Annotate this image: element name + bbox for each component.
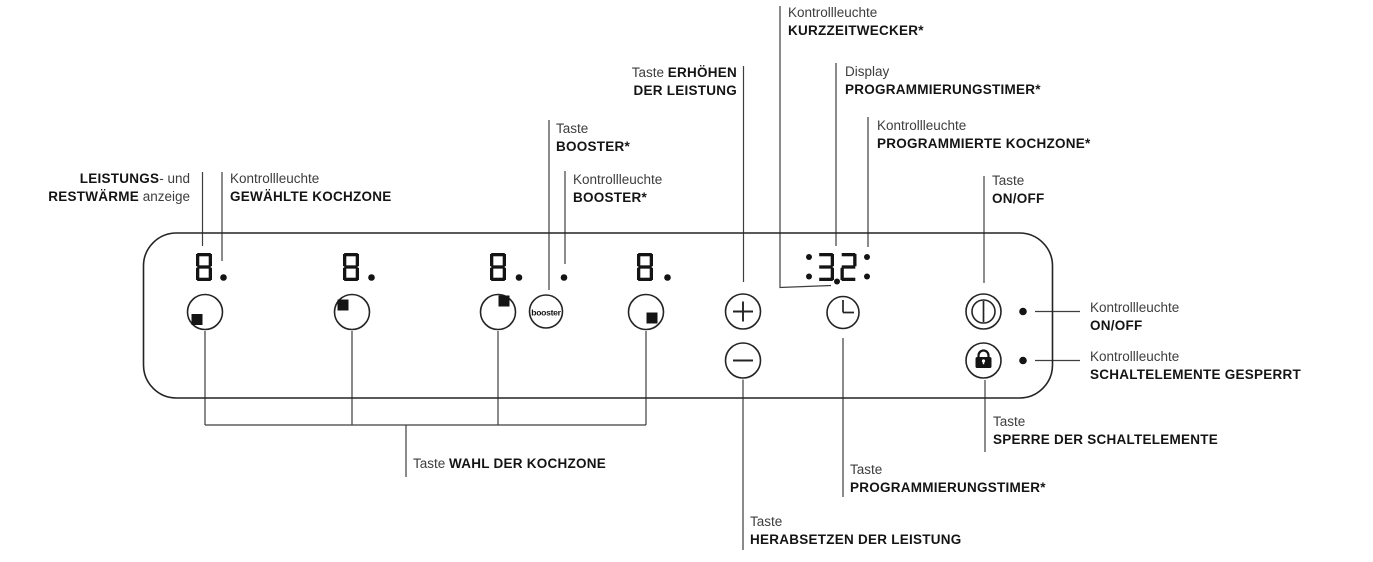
decrease-power-button[interactable]	[724, 342, 762, 379]
zone-position-mark-back-right-icon	[498, 295, 510, 307]
power-display-zone-3	[490, 253, 506, 281]
label-increase-power-key: Taste ERHÖHEN DER LEISTUNG	[631, 65, 737, 98]
label-selected-zone-light: Kontrollleuchte GEWÄHLTE KOCHZONE	[230, 171, 392, 204]
zone-select-button-4[interactable]	[627, 293, 665, 331]
increase-power-button[interactable]	[724, 293, 762, 330]
label-zone-select-key: Taste WAHL DER KOCHZONE	[413, 456, 607, 471]
selected-zone-indicator-3	[515, 274, 523, 281]
selected-zone-indicator-4	[664, 274, 671, 281]
power-display-zone-1	[196, 253, 212, 281]
power-display-zone-2	[343, 253, 359, 281]
selected-zone-indicator-2	[368, 274, 375, 281]
power-display-zone-4	[637, 253, 653, 281]
on-off-indicator-light	[1019, 307, 1027, 316]
zone-position-mark-front-left-icon	[191, 314, 203, 325]
label-on-off-light: Kontrollleuchte ON/OFF	[1090, 300, 1180, 333]
booster-button[interactable]: booster	[528, 294, 564, 329]
label-lock-key: Taste SPERRE DER SCHALTELEMENTE	[993, 414, 1219, 447]
zone-select-button-3[interactable]	[479, 293, 517, 331]
selected-zone-indicator-1	[220, 274, 227, 281]
zone-select-button-2[interactable]	[333, 293, 371, 331]
leader-lines	[201, 6, 1080, 550]
label-timer-display: Display PROGRAMMIERUNGSTIMER*	[845, 64, 1041, 97]
zone-select-button-1[interactable]	[186, 293, 224, 331]
zone-position-mark-front-right-icon	[646, 312, 658, 324]
label-booster-light: Kontrollleuchte BOOSTER*	[573, 172, 663, 205]
label-controls-locked-light: Kontrollleuchte SCHALTELEMENTE GESPERRT	[1090, 349, 1302, 382]
label-timer-key: Taste PROGRAMMIERUNGSTIMER*	[850, 462, 1046, 495]
plus-icon	[733, 301, 753, 322]
zone-position-mark-back-left-icon	[337, 299, 349, 311]
booster-indicator-light	[560, 274, 568, 281]
timer-display	[806, 253, 870, 285]
control-panel	[142, 232, 1054, 399]
label-minute-minder-light: Kontrollleuchte KURZZEITWECKER*	[788, 5, 924, 38]
label-programmed-zone-light: Kontrollleuchte PROGRAMMIERTE KOCHZONE*	[877, 118, 1091, 151]
label-booster-key: Taste BOOSTER*	[556, 121, 631, 154]
timer-button[interactable]	[826, 295, 860, 330]
clock-icon	[842, 300, 854, 314]
on-off-button[interactable]	[965, 293, 1002, 330]
label-on-off-key: Taste ON/OFF	[992, 173, 1045, 206]
booster-button-label: booster	[531, 308, 561, 318]
label-power-residual-display: LEISTUNGS- und RESTWÄRME anzeige	[48, 171, 190, 204]
label-decrease-power-key: Taste HERABSETZEN DER LEISTUNG	[750, 514, 962, 547]
lock-indicator-light	[1019, 356, 1027, 365]
lock-icon	[975, 349, 992, 368]
lock-button[interactable]	[965, 342, 1002, 379]
